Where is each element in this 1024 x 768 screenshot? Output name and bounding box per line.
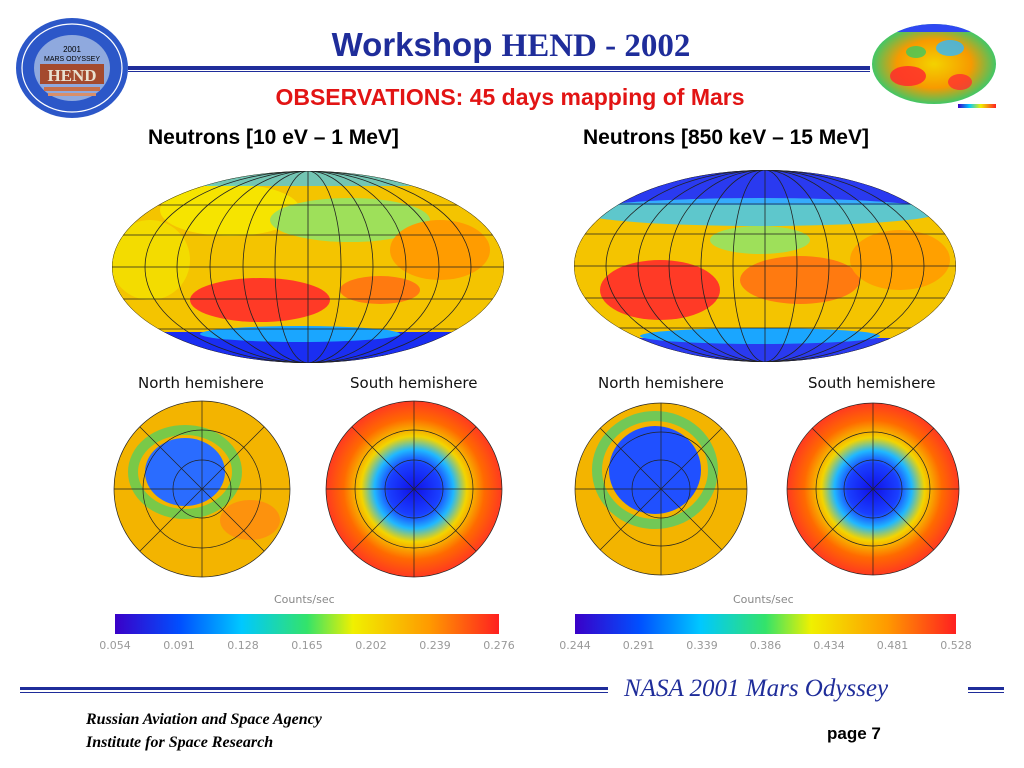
label-low-south: South hemishere xyxy=(350,374,478,392)
colorbar-tick: 0.434 xyxy=(813,639,845,652)
footer-mission: NASA 2001 Mars Odyssey xyxy=(624,675,889,702)
colorbar-tick: 0.054 xyxy=(99,639,131,652)
label-high-south: South hemishere xyxy=(808,374,936,392)
footer-rule-right xyxy=(968,687,1004,690)
title-rest: HEND - 2002 xyxy=(501,28,691,64)
colorbar-low xyxy=(115,614,499,634)
logo-mission: MARS ODYSSEY xyxy=(44,56,100,63)
label-low-north: North hemishere xyxy=(138,374,264,392)
page-number: page 7 xyxy=(827,724,881,743)
colorbar-tick: 0.165 xyxy=(291,639,323,652)
logo-year: 2001 xyxy=(63,45,81,54)
logo-acronym: HEND xyxy=(47,66,96,85)
colorbar-tick: 0.128 xyxy=(227,639,259,652)
label-high-north: North hemishere xyxy=(598,374,724,392)
page-title: Workshop HEND - 2002 xyxy=(296,26,726,65)
header-rule-thin xyxy=(128,71,870,72)
thumbnail-map xyxy=(870,18,1000,114)
colorbar-tick: 0.339 xyxy=(686,639,718,652)
colorbar-tick: 0.386 xyxy=(749,639,782,652)
colorbar-tick: 0.239 xyxy=(419,639,451,652)
colorbar-title-low: Counts/sec xyxy=(274,593,335,606)
hend-logo: 2001 MARS ODYSSEY HEND xyxy=(14,16,130,120)
agency-line-2: Institute for Space Research xyxy=(86,734,274,751)
colorbar-tick: 0.091 xyxy=(163,639,195,652)
colorbar-tick: 0.291 xyxy=(622,639,655,652)
colorbar-tick: 0.276 xyxy=(483,639,515,652)
footer-rule-right-thin xyxy=(968,692,1004,693)
colorbar-tick: 0.528 xyxy=(940,639,972,652)
colorbar-tick: 0.481 xyxy=(876,639,909,652)
heading-low-energy: Neutrons [10 eV – 1 MeV] xyxy=(148,126,399,149)
footer-rule-left xyxy=(20,687,608,690)
footer-rule-left-thin xyxy=(20,692,608,693)
header-rule xyxy=(128,66,870,70)
colorbar-high xyxy=(575,614,956,634)
heading-high-energy: Neutrons [850 keV – 15 MeV] xyxy=(583,126,869,149)
page-subtitle: OBSERVATIONS: 45 days mapping of Mars xyxy=(275,84,745,110)
agency-line-1: Russian Aviation and Space Agency xyxy=(86,711,322,728)
footer-agency: Russian Aviation and Space Agency Instit… xyxy=(86,708,322,754)
colorbar-title-high: Counts/sec xyxy=(733,593,794,606)
title-brand: Workshop xyxy=(331,26,493,63)
colorbar-tick: 0.244 xyxy=(559,639,591,652)
colorbar-tick: 0.202 xyxy=(355,639,387,652)
